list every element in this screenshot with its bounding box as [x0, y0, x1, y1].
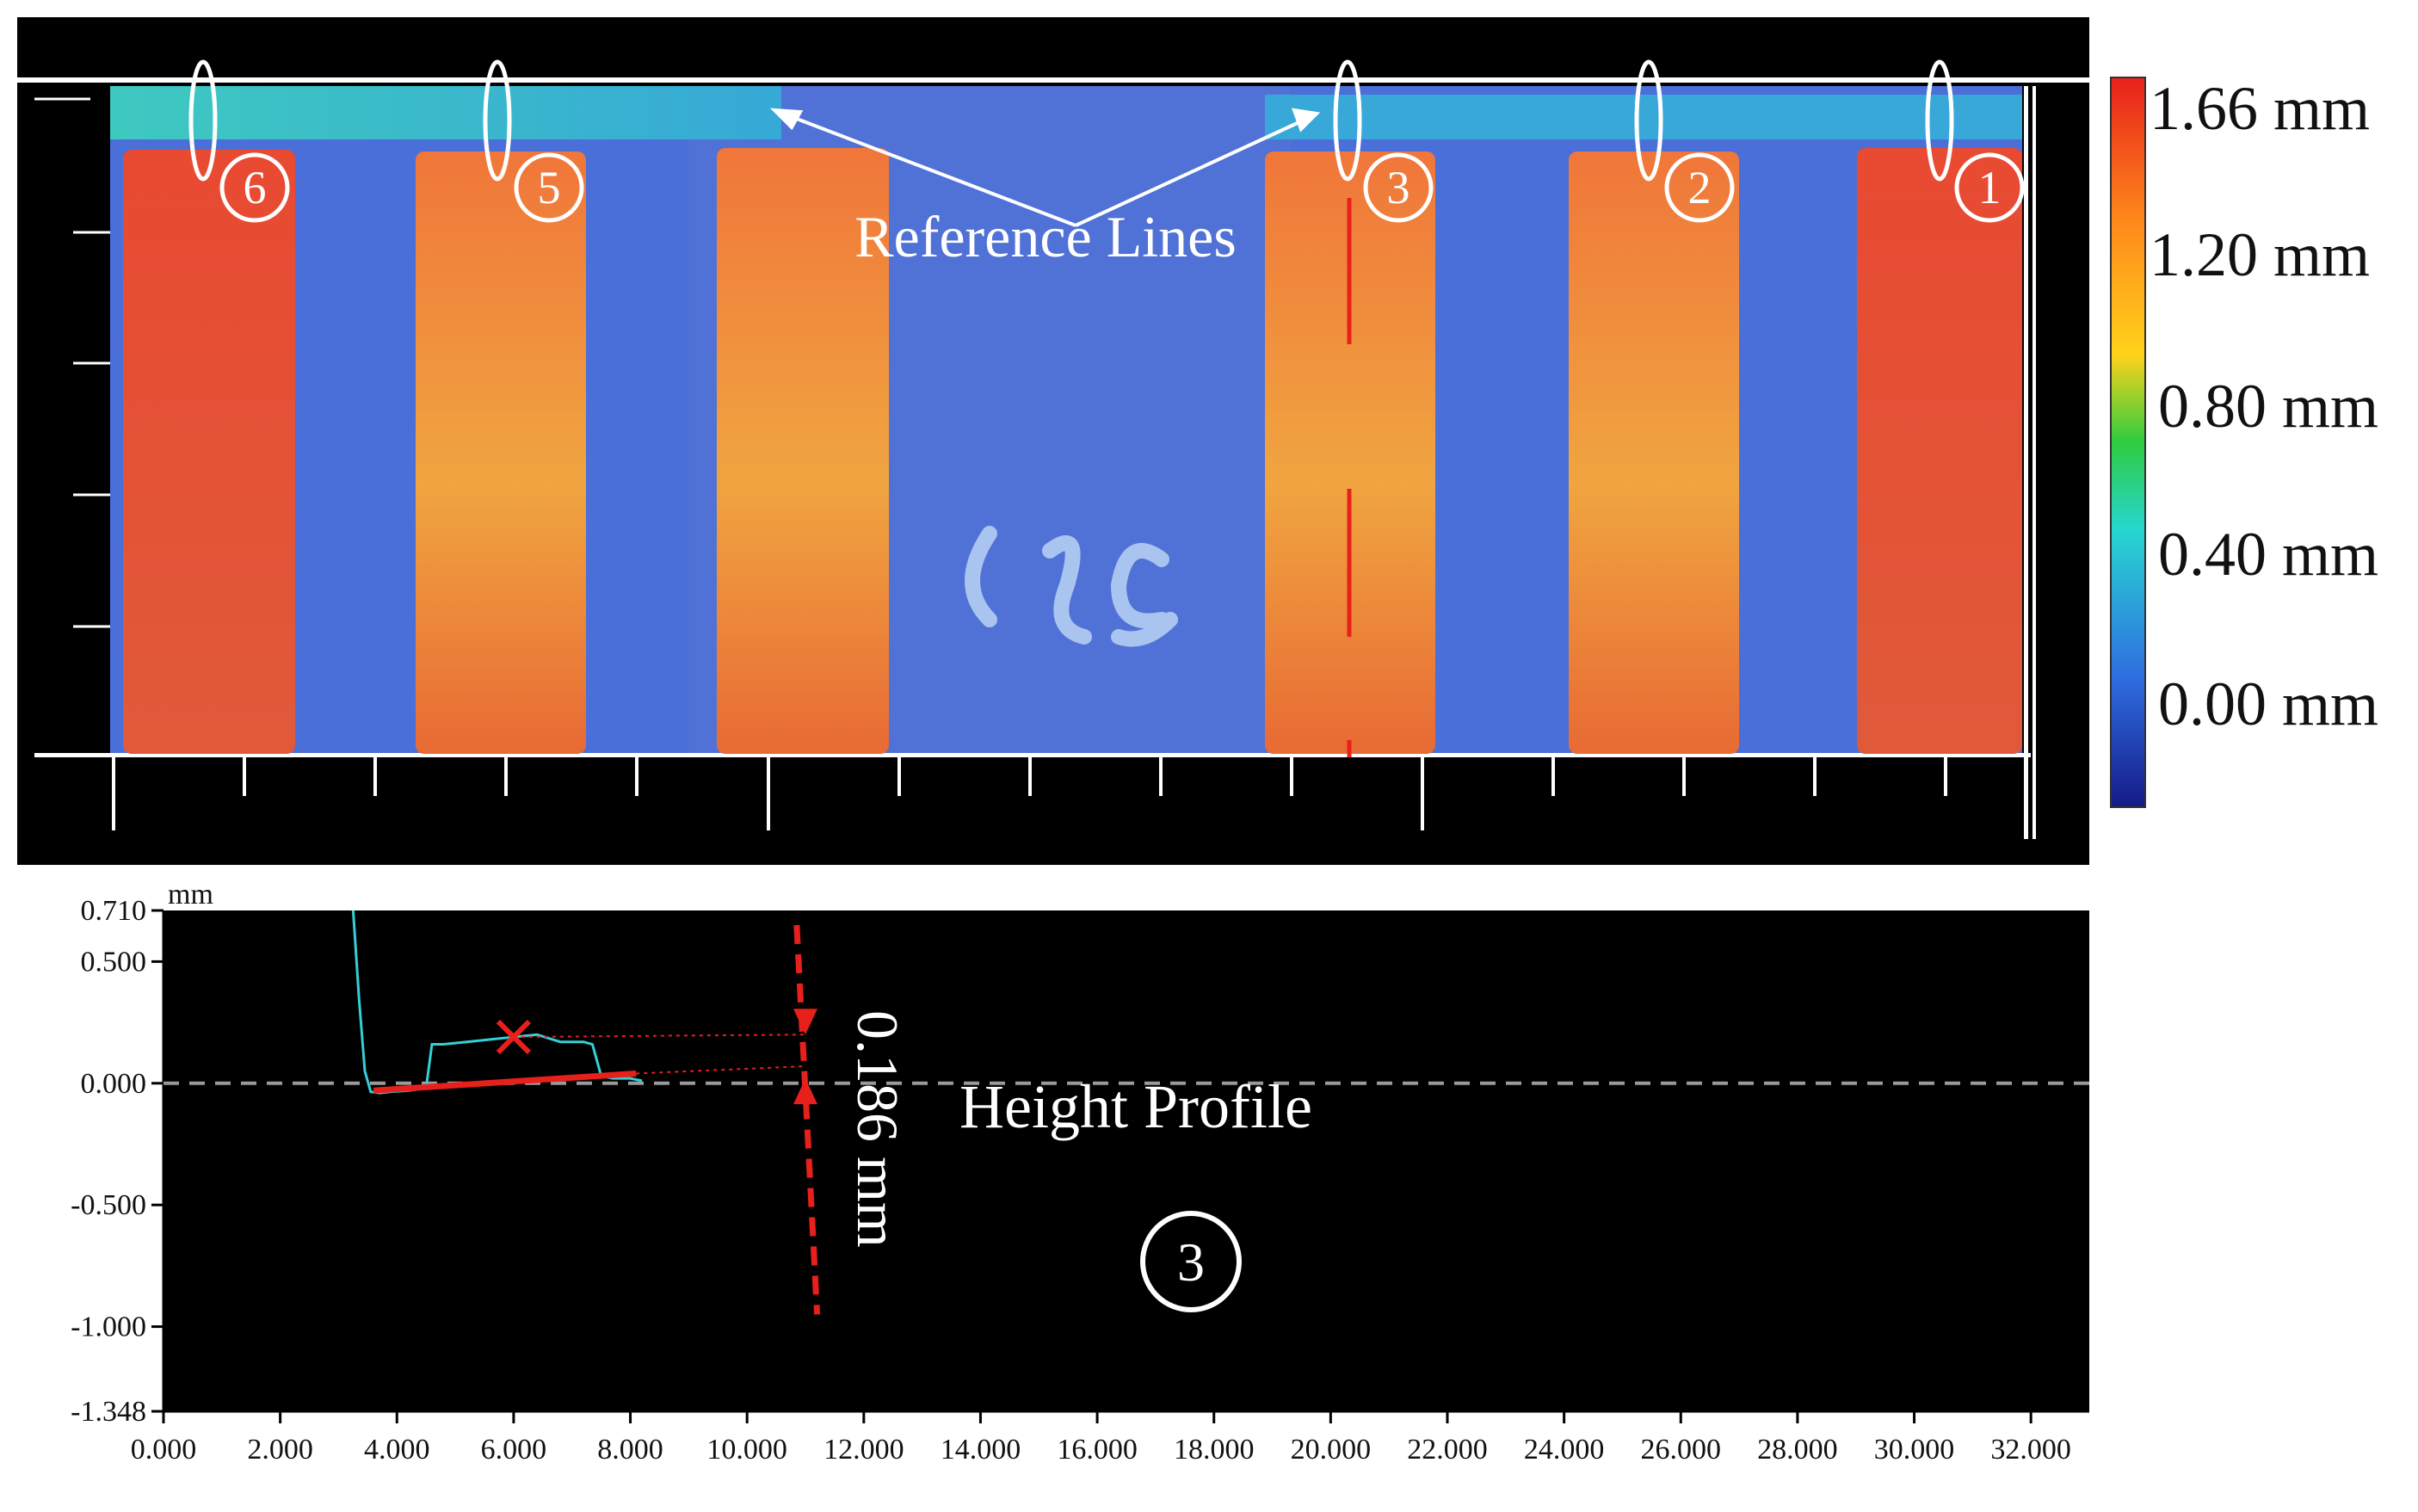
- reference-fit-line: [373, 1070, 637, 1094]
- y-unit-label: mm: [168, 879, 213, 910]
- marker-5: 5: [514, 152, 584, 223]
- right-edge-line: [2024, 86, 2028, 839]
- colorbar-label-166: 1.66 mm: [2150, 74, 2370, 143]
- marker-3: 3: [1363, 152, 1434, 223]
- printed-bar-5: [416, 151, 586, 754]
- x-tick-label: 12.000: [823, 1434, 904, 1466]
- reference-strip-right: [1265, 95, 2022, 139]
- lower-extension-line: [636, 1065, 806, 1075]
- colorbar-label-040: 0.40 mm: [2158, 520, 2378, 589]
- measurement-label: 0.186 mm: [845, 1010, 910, 1248]
- peak-cross-marker: [496, 1019, 532, 1055]
- x-tick-label: 8.000: [597, 1434, 663, 1466]
- x-tick-label: 22.000: [1407, 1434, 1488, 1466]
- colorbar-label-000: 0.00 mm: [2158, 670, 2378, 738]
- colorbar-label-080: 0.80 mm: [2158, 372, 2378, 441]
- marker-6: 6: [219, 152, 290, 223]
- measurement-annotation: 0.186 mm: [373, 924, 910, 1315]
- height-map-figure: 6 5 3 2 1 Reference Lines 1.66 mm 1.20 m…: [17, 17, 2378, 865]
- left-axis-ticks: [34, 97, 110, 628]
- printed-bar-1: [1857, 148, 2022, 754]
- colorbar-label-120: 1.20 mm: [2150, 220, 2370, 289]
- printed-bar-4: [717, 148, 889, 754]
- x-tick-label: 0.000: [131, 1434, 197, 1466]
- y-tick-label: 0.500: [81, 946, 147, 978]
- x-tick-label: 16.000: [1057, 1434, 1138, 1466]
- svg-text:3: 3: [1177, 1231, 1205, 1293]
- x-tick-label: 24.000: [1524, 1434, 1605, 1466]
- colorbar: [2110, 77, 2146, 808]
- profile-marker-3: 3: [1140, 1211, 1242, 1312]
- x-tick-label: 20.000: [1291, 1434, 1372, 1466]
- y-tick-label: 0.710: [81, 895, 147, 927]
- top-edge-line: [17, 77, 2089, 83]
- reference-ovals: [188, 59, 1954, 182]
- height-profile-chart: mm 0.710 0.500 0.000 -0.500 -1.000 -1.348 0.0…: [17, 878, 2089, 1502]
- svg-text:6: 6: [244, 162, 267, 213]
- printed-bar-6: [123, 150, 295, 754]
- x-tick-label: 4.000: [364, 1434, 430, 1466]
- y-tick-label: 0.000: [81, 1068, 147, 1100]
- lower-arrowhead: [793, 1078, 817, 1105]
- svg-text:3: 3: [1387, 162, 1410, 213]
- x-tick-label: 2.000: [247, 1434, 313, 1466]
- y-tick-label: -1.348: [71, 1396, 146, 1428]
- x-tick-label: 6.000: [481, 1434, 547, 1466]
- marker-1: 1: [1954, 152, 2025, 223]
- plot-area: [163, 910, 2089, 1411]
- x-tick-label: 30.000: [1874, 1434, 1955, 1466]
- chart-title: Height Profile: [959, 1072, 1312, 1141]
- svg-text:5: 5: [538, 162, 561, 213]
- x-tick-label: 28.000: [1757, 1434, 1838, 1466]
- y-tick-label: -1.000: [71, 1311, 146, 1343]
- x-tick-label: 18.000: [1174, 1434, 1255, 1466]
- handwritten-mark: [965, 526, 1178, 647]
- x-ticks: 0.000 2.000 4.000 6.000 8.000 10.000 12.000 14.…: [131, 1411, 2071, 1466]
- upper-extension-line: [513, 1034, 806, 1039]
- bottom-edge-line: [34, 753, 2031, 757]
- y-tick-label: -0.500: [71, 1189, 146, 1221]
- measurement-line: [793, 924, 821, 1315]
- reference-arrows: [769, 108, 1321, 227]
- upper-arrowhead: [793, 1009, 817, 1035]
- svg-text:1: 1: [1978, 162, 2002, 213]
- reference-strip-left: [110, 86, 781, 139]
- svg-text:2: 2: [1688, 162, 1712, 213]
- y-ticks: 0.710 0.500 0.000 -0.500 -1.000 -1.348: [71, 895, 163, 1428]
- bottom-axis-ticks: [112, 757, 1947, 830]
- printed-bar-2: [1569, 151, 1739, 754]
- x-tick-label: 10.000: [706, 1434, 787, 1466]
- x-tick-label: 14.000: [941, 1434, 1021, 1466]
- marker-2: 2: [1664, 152, 1735, 223]
- x-tick-label: 32.000: [1990, 1434, 2071, 1466]
- x-tick-label: 26.000: [1641, 1434, 1722, 1466]
- reference-lines-label: Reference Lines: [854, 204, 1237, 269]
- right-edge-line-2: [2032, 86, 2036, 839]
- profile-series-line: [351, 910, 643, 1095]
- printed-bar-3: [1265, 151, 1435, 754]
